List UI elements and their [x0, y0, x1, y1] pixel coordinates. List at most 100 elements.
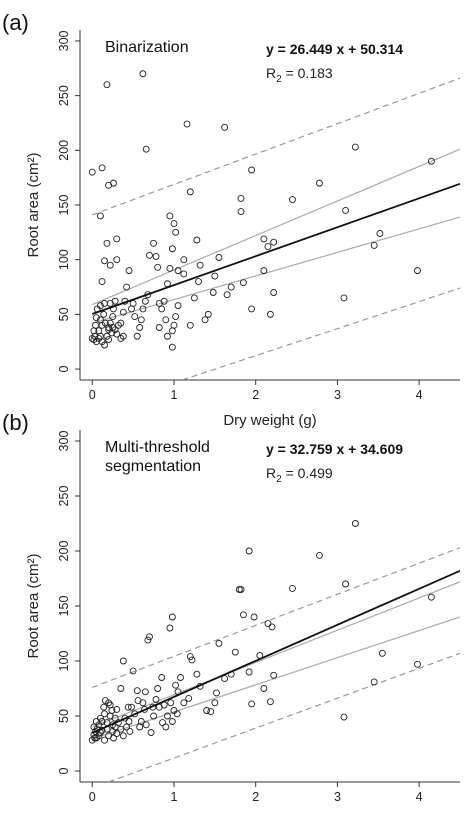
y-tick-label: 0	[57, 366, 71, 373]
data-point	[131, 313, 139, 321]
regression-equation: y = 32.759 x + 34.609	[266, 441, 403, 457]
data-point	[162, 316, 170, 324]
data-point	[100, 310, 108, 318]
y-tick-label: 300	[57, 30, 71, 51]
data-point	[90, 327, 98, 335]
data-point	[103, 81, 111, 89]
data-point	[150, 712, 157, 720]
regression-equation: y = 26.449 x + 50.314	[266, 41, 403, 57]
x-tick-label: 0	[89, 388, 96, 402]
data-point	[168, 343, 176, 351]
data-point	[342, 207, 350, 214]
data-point	[92, 727, 99, 735]
data-point	[106, 299, 114, 307]
data-point	[427, 593, 435, 601]
data-point	[177, 674, 184, 681]
data-point	[221, 675, 229, 683]
y-tick-label: 200	[57, 140, 71, 161]
data-point	[370, 242, 378, 249]
confidence-band-lower	[92, 216, 460, 324]
data-point	[155, 324, 163, 331]
data-point	[117, 685, 125, 692]
data-point	[88, 334, 96, 342]
data-point	[166, 624, 174, 632]
data-point	[186, 321, 194, 329]
x-tick-label: 2	[252, 790, 259, 804]
confidence-band-upper	[92, 148, 460, 306]
data-point	[141, 297, 149, 305]
data-point	[378, 649, 386, 657]
data-point	[215, 254, 223, 261]
data-point	[239, 279, 247, 287]
data-point	[351, 520, 359, 527]
data-point	[103, 332, 111, 340]
data-point	[172, 681, 180, 689]
data-point	[152, 696, 160, 703]
data-point	[167, 699, 175, 707]
data-point	[193, 236, 201, 244]
data-point	[289, 584, 296, 592]
method-label: Multi-threshold	[105, 439, 210, 456]
data-point	[227, 283, 235, 291]
y-tick-label: 50	[57, 307, 71, 321]
data-point	[340, 294, 348, 302]
data-point	[142, 721, 150, 729]
x-tick-label: 1	[171, 388, 178, 402]
data-point	[270, 238, 278, 246]
data-point	[119, 332, 127, 340]
data-point	[119, 732, 127, 740]
data-point	[270, 671, 278, 679]
regression-line	[91, 183, 460, 315]
data-point	[113, 235, 121, 243]
r-squared-value: = 0.499	[282, 465, 333, 481]
y-tick-label: 150	[57, 195, 71, 216]
data-point	[154, 685, 162, 692]
data-point	[370, 678, 378, 686]
confidence-band-lower	[92, 616, 460, 740]
data-point	[125, 718, 133, 725]
r-squared-prefix: R	[266, 465, 276, 481]
data-point	[114, 321, 122, 329]
data-point	[146, 633, 153, 641]
data-point	[109, 313, 117, 321]
data-point	[239, 611, 247, 619]
data-point	[124, 703, 132, 711]
data-point	[170, 220, 178, 228]
data-point	[158, 305, 166, 313]
data-point	[168, 718, 176, 725]
data-point	[248, 305, 256, 313]
data-point	[250, 613, 258, 621]
y-tick-label: 50	[57, 709, 71, 723]
data-point	[110, 179, 117, 187]
y-tick-label: 100	[57, 249, 71, 270]
data-point	[163, 332, 171, 340]
data-point	[111, 723, 119, 731]
data-point	[136, 723, 144, 731]
data-point	[221, 123, 229, 131]
x-tick-label: 1	[171, 790, 178, 804]
data-point	[245, 668, 253, 676]
data-point	[101, 710, 108, 718]
data-point	[142, 145, 150, 153]
data-point	[172, 313, 180, 321]
data-point	[376, 229, 384, 237]
y-tick-label: 200	[57, 541, 71, 562]
data-point	[128, 703, 135, 711]
data-point	[174, 267, 182, 275]
data-point	[162, 723, 170, 731]
data-point	[195, 278, 202, 286]
y-tick-label: 250	[57, 85, 71, 106]
prediction-band-lower	[181, 287, 460, 380]
data-point	[173, 710, 181, 718]
data-point	[134, 697, 142, 705]
prediction-band-lower	[108, 652, 460, 782]
data-point	[105, 336, 113, 343]
y-tick-label: 100	[57, 651, 71, 672]
data-point	[159, 719, 166, 727]
data-point	[186, 188, 194, 196]
data-point	[108, 329, 116, 337]
data-point	[342, 580, 350, 588]
data-point	[168, 613, 176, 621]
data-point	[166, 264, 174, 272]
data-point	[209, 289, 217, 296]
